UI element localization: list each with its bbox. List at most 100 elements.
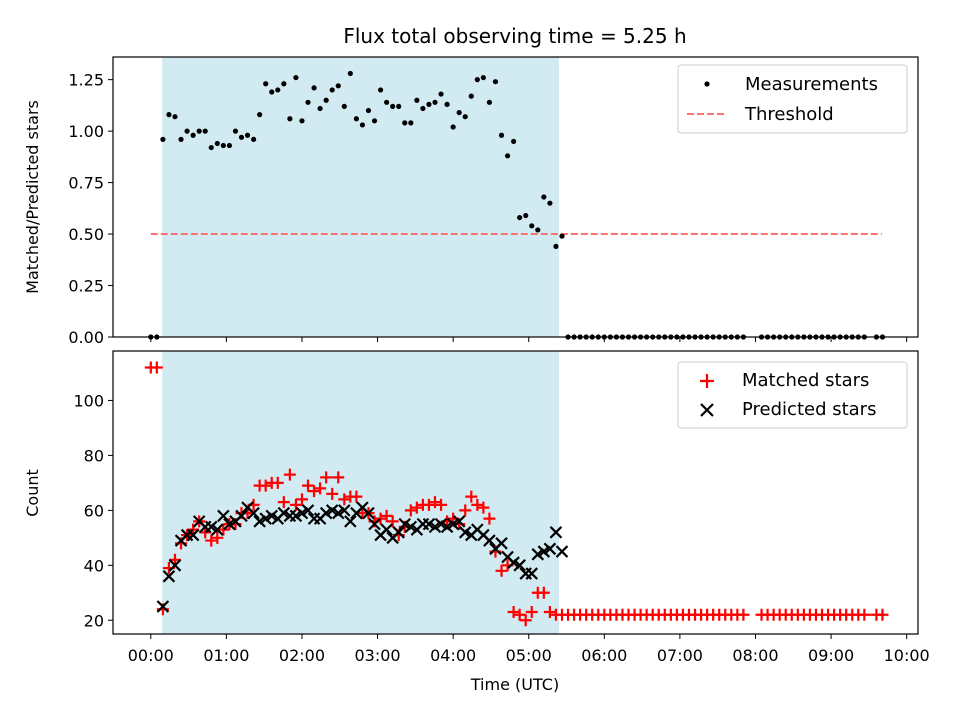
predicted-point (235, 509, 248, 523)
measurement-point (384, 99, 390, 105)
predicted-point (525, 567, 539, 580)
matched-point (737, 608, 750, 621)
y-tick-label: 0.00 (68, 328, 104, 347)
matched-point (320, 471, 333, 484)
matched-point (259, 479, 272, 492)
matched-point (332, 471, 345, 484)
measurement-point (323, 97, 329, 103)
y-tick-label: 100 (73, 391, 104, 410)
measurement-point (202, 128, 208, 134)
x-tick-label: 06:00 (581, 646, 627, 665)
matched-point (277, 496, 290, 509)
measurement-point (172, 114, 178, 120)
legend-threshold-label: Threshold (744, 104, 834, 125)
legend-predicted-marker (700, 403, 714, 417)
measurement-point (196, 128, 202, 134)
predicted-point (168, 559, 182, 572)
legend-predicted-label: Predicted stars (742, 399, 876, 420)
measurement-point (396, 103, 402, 110)
matched-point (150, 361, 163, 374)
x-tick-label: 10:00 (884, 646, 930, 665)
measurement-point (257, 112, 263, 118)
x-tick-label: 00:00 (128, 646, 174, 665)
legend-measurements-label: Measurements (745, 74, 878, 95)
bottom-legend-box (677, 361, 908, 429)
axes-frame (112, 56, 919, 338)
measurement-point (293, 74, 299, 81)
measurement-point (529, 223, 535, 229)
y-tick-label: 1.00 (68, 122, 104, 141)
measurement-point (402, 120, 408, 126)
measurement-point (559, 233, 565, 239)
measurement-point (166, 112, 172, 118)
measurement-point (238, 134, 245, 140)
y-tick-label: 1.25 (68, 71, 104, 90)
axes-frame (112, 350, 919, 635)
matched-point (507, 606, 520, 619)
measurement-point (190, 132, 196, 138)
matched-point (217, 523, 230, 536)
matched-point (386, 515, 399, 528)
top-ylabel: Matched/Predicted stars (23, 100, 42, 294)
predicted-point (392, 526, 405, 539)
x-tick-label: 04:00 (430, 646, 476, 665)
predicted-point (368, 517, 381, 531)
predicted-point (555, 545, 569, 558)
predicted-point (380, 523, 393, 536)
y-tick-label: 80 (84, 446, 104, 465)
matched-point (519, 614, 532, 627)
measurement-point (408, 120, 414, 126)
predicted-point (344, 515, 357, 528)
matched-point (326, 487, 339, 500)
predicted-point (513, 559, 526, 572)
measurement-point (178, 136, 184, 142)
measurement-point (414, 97, 420, 103)
measurement-point (511, 138, 517, 145)
measurement-point (438, 91, 444, 97)
legend-matched-marker (700, 374, 714, 388)
matched-point (338, 493, 351, 506)
measurement-point (390, 103, 396, 110)
matched-point (283, 468, 296, 481)
measurement-point (553, 243, 559, 250)
matched-point (495, 564, 508, 577)
measurement-point (220, 142, 226, 149)
legend-matched-label: Matched stars (742, 370, 869, 391)
matched-point (483, 512, 496, 525)
measurement-point (335, 83, 341, 89)
matched-point (459, 504, 472, 517)
top-legend: Measurements Threshold (677, 64, 908, 134)
x-tick-label: 03:00 (354, 646, 400, 665)
observing-span (162, 57, 559, 337)
matched-point (271, 476, 284, 489)
measurement-point (486, 99, 493, 105)
measurement-point (299, 118, 305, 124)
measurement-point (450, 124, 456, 130)
matched-point (374, 512, 387, 525)
measurement-point (420, 105, 426, 112)
predicted-point (362, 506, 375, 520)
matched-point (289, 498, 302, 511)
predicted-point (301, 504, 315, 517)
measurement-point (426, 101, 432, 107)
matched-point (537, 586, 550, 599)
bottom-legend: Matched stars Predicted stars (677, 361, 908, 429)
matched-point (314, 482, 327, 495)
measurement-point (244, 132, 251, 138)
matched-point (308, 485, 321, 498)
predicted-point (186, 528, 200, 542)
measurement-point (269, 89, 275, 95)
measurement-point (541, 194, 547, 200)
legend-measurements-marker (704, 81, 710, 87)
measurement-point (547, 200, 553, 206)
y-tick-label: 20 (84, 611, 104, 630)
measurement-point (353, 116, 359, 122)
measurement-point (305, 99, 311, 105)
x-tick-label: 05:00 (506, 646, 552, 665)
predicted-point (162, 570, 176, 583)
x-tick-label: 08:00 (732, 646, 778, 665)
matched-point (525, 606, 538, 619)
y-tick-label: 0.75 (68, 174, 104, 193)
matched-point (205, 534, 218, 547)
